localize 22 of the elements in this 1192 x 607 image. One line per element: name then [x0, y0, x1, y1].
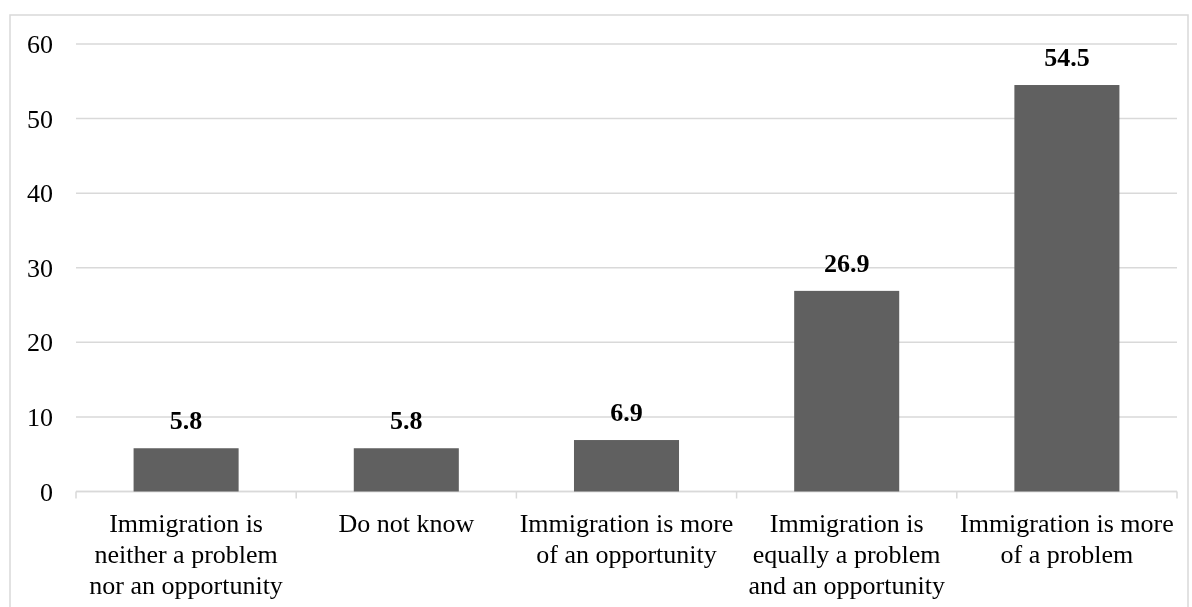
y-tick-label: 60	[27, 30, 53, 60]
y-tick-label: 10	[27, 403, 53, 433]
data-label: 54.5	[1044, 43, 1090, 73]
bar	[353, 448, 459, 492]
y-tick-label: 50	[27, 104, 53, 134]
data-label: 26.9	[823, 248, 870, 278]
x-tick-label: Immigration is neither a problem nor an opportunity	[89, 508, 283, 600]
y-tick-label: 40	[27, 179, 53, 209]
x-tick-label: Immigration is more of an opportunity	[519, 508, 734, 569]
x-tick-label: Immigration is equally a problem and an opportunity	[748, 508, 945, 600]
y-tick-label: 0	[40, 477, 53, 507]
bar	[794, 290, 900, 492]
y-tick-label: 30	[27, 253, 53, 283]
x-tick-label: Immigration is more of a problem	[960, 508, 1174, 569]
data-label: 5.8	[169, 406, 203, 436]
data-label: 5.8	[390, 406, 423, 436]
y-tick-label: 20	[27, 328, 53, 358]
data-label: 6.9	[610, 398, 643, 428]
bar	[1014, 85, 1120, 492]
x-tick-label: Do not know	[338, 508, 475, 538]
bar	[133, 448, 239, 492]
bar	[573, 440, 680, 492]
